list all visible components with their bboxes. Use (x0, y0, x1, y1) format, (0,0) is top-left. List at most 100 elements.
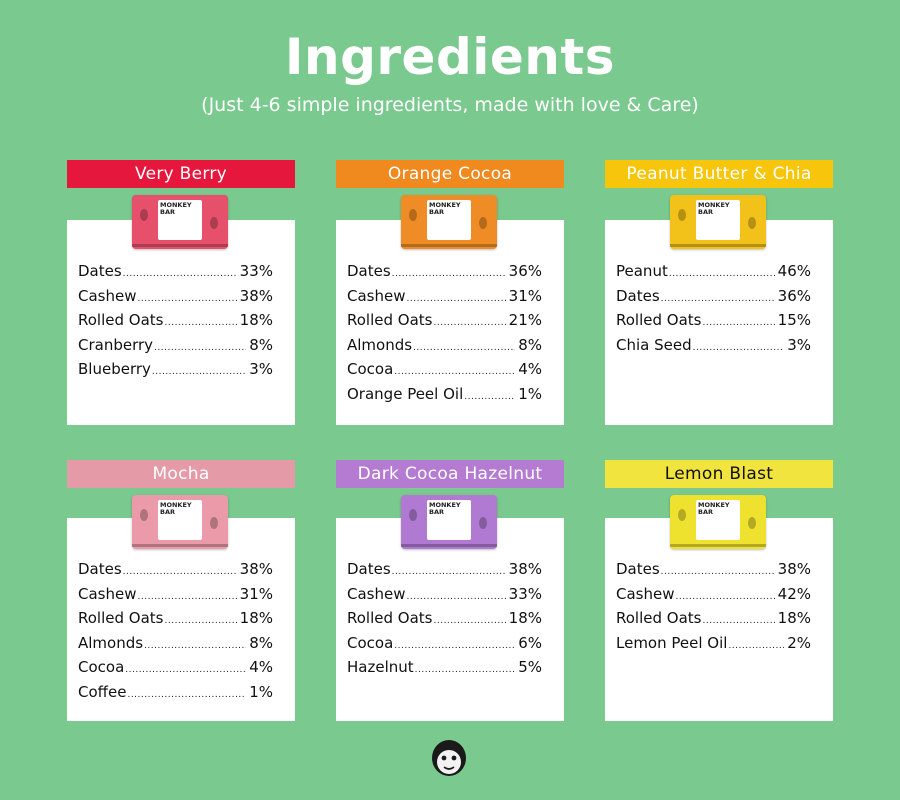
leader-dots: ........................................… (394, 640, 516, 651)
leader-dots: ........................................… (122, 269, 237, 279)
ingredient-row: Peanut..................................… (616, 262, 811, 287)
ingredient-list: Dates...................................… (347, 560, 542, 683)
product-pack-image: MONKEY BAR (670, 195, 766, 249)
ingredient-percent: 18% (239, 311, 273, 329)
ingredient-percent: 38% (777, 560, 811, 578)
ingredient-name: Peanut (616, 262, 668, 280)
ingredient-row: Lemon Peel Oil..........................… (616, 634, 811, 659)
pack-brand-text: MONKEY BAR (698, 501, 730, 516)
ingredient-percent: 2% (787, 633, 811, 652)
pack-label: MONKEY BAR (158, 500, 202, 540)
leader-dots: ........................................… (122, 567, 237, 577)
pack-brand-text: MONKEY BAR (429, 501, 461, 516)
ingredient-name: Dates (78, 560, 122, 578)
product-pack-image: MONKEY BAR (401, 195, 497, 249)
ingredient-percent: 36% (777, 286, 811, 305)
ingredient-row: Blueberry...............................… (78, 360, 273, 385)
ingredient-row: Chia Seed...............................… (616, 336, 811, 361)
ingredient-name: Almonds (347, 335, 413, 354)
ingredient-name: Rolled Oats (347, 609, 433, 627)
pack-decoration (479, 217, 487, 229)
pack-decoration (210, 217, 218, 229)
page-subtitle: (Just 4-6 simple ingredients, made with … (201, 94, 699, 116)
leader-dots: ........................................… (433, 318, 505, 328)
ingredient-percent: 1% (249, 682, 273, 701)
ingredient-row: Rolled Oats.............................… (616, 311, 811, 336)
ingredient-name: Dates (616, 560, 660, 578)
leader-dots: ........................................… (675, 591, 775, 602)
ingredient-percent: 21% (508, 311, 542, 329)
ingredient-name: Dates (616, 286, 660, 305)
leader-dots: ........................................… (137, 591, 237, 602)
ingredient-card: Dates...................................… (605, 518, 833, 721)
ingredient-name: Cocoa (347, 633, 394, 652)
ingredient-row: Cocoa...................................… (347, 360, 542, 385)
ingredient-name: Orange Peel Oil (347, 384, 464, 403)
ingredient-row: Rolled Oats.............................… (616, 609, 811, 634)
ingredient-list: Dates...................................… (78, 560, 273, 707)
ingredient-name: Dates (347, 560, 391, 578)
product-banner: Orange Cocoa (336, 160, 564, 188)
ingredient-percent: 31% (239, 584, 273, 603)
pack-strip (132, 244, 228, 247)
ingredient-row: Almonds.................................… (347, 336, 542, 361)
ingredient-row: Cocoa...................................… (347, 634, 542, 659)
ingredient-name: Almonds (78, 633, 144, 652)
leader-dots: ........................................… (125, 665, 247, 675)
ingredient-row: Cocoa...................................… (78, 658, 273, 683)
leader-dots: ........................................… (660, 293, 775, 304)
leader-dots: ........................................… (433, 616, 505, 626)
ingredient-percent: 36% (508, 262, 542, 280)
monkey-face-icon (432, 740, 466, 776)
ingredient-percent: 4% (518, 360, 542, 378)
ingredient-row: Rolled Oats.............................… (78, 609, 273, 634)
ingredient-row: Cashew..................................… (78, 287, 273, 312)
product-banner: Very Berry (67, 160, 295, 188)
ingredient-name: Cashew (347, 584, 406, 603)
ingredient-name: Cashew (347, 286, 406, 305)
ingredient-list: Peanut..................................… (616, 262, 811, 360)
ingredient-row: Rolled Oats.............................… (347, 311, 542, 336)
ingredient-card: Dates...................................… (336, 220, 564, 425)
pack-decoration (748, 217, 756, 229)
leader-dots: ........................................… (394, 367, 516, 377)
pack-brand-text: MONKEY BAR (160, 501, 192, 516)
ingredient-percent: 31% (508, 286, 542, 305)
ingredient-row: Cashew..................................… (347, 585, 542, 610)
ingredient-list: Dates...................................… (78, 262, 273, 385)
ingredient-row: Cranberry...............................… (78, 336, 273, 361)
ingredient-percent: 8% (518, 335, 542, 354)
leader-dots: ........................................… (391, 567, 506, 577)
pack-brand-text: MONKEY BAR (698, 201, 730, 216)
product-banner: Lemon Blast (605, 460, 833, 488)
product-banner: Mocha (67, 460, 295, 488)
ingredient-row: Coffee..................................… (78, 683, 273, 708)
ingredient-name: Dates (347, 262, 391, 280)
ingredient-name: Rolled Oats (78, 311, 164, 329)
leader-dots: ........................................… (406, 293, 506, 304)
pack-label: MONKEY BAR (696, 500, 740, 540)
leader-dots: ........................................… (151, 367, 246, 377)
product-pack-image: MONKEY BAR (401, 495, 497, 549)
page-title: Ingredients (284, 28, 616, 86)
ingredient-percent: 3% (787, 335, 811, 354)
ingredient-card: Dates...................................… (67, 220, 295, 425)
ingredient-percent: 8% (249, 335, 273, 354)
product-banner: Peanut Butter & Chia (605, 160, 833, 188)
ingredient-row: Orange Peel Oil.........................… (347, 385, 542, 410)
pack-brand-text: MONKEY BAR (429, 201, 461, 216)
leader-dots: ........................................… (660, 567, 775, 577)
pack-decoration (479, 517, 487, 529)
ingredient-name: Hazelnut (347, 658, 414, 676)
leader-dots: ........................................… (702, 318, 774, 328)
pack-label: MONKEY BAR (696, 200, 740, 240)
ingredient-name: Cocoa (347, 360, 394, 378)
leader-dots: ........................................… (391, 269, 506, 279)
leader-dots: ........................................… (413, 342, 515, 353)
ingredient-name: Cocoa (78, 658, 125, 676)
ingredient-percent: 46% (777, 262, 811, 280)
ingredient-name: Lemon Peel Oil (616, 633, 728, 652)
ingredient-name: Rolled Oats (78, 609, 164, 627)
ingredient-percent: 1% (518, 384, 542, 403)
ingredient-percent: 3% (249, 360, 273, 378)
